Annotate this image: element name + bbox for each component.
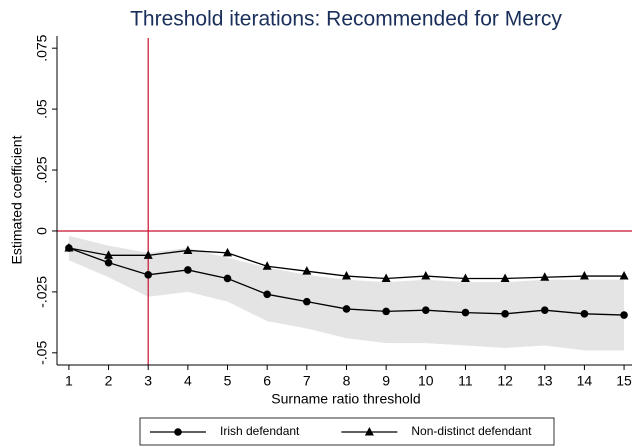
chart-title: Threshold iterations: Recommended for Me… (130, 8, 562, 31)
x-tick-label: 11 (458, 373, 473, 389)
circle-marker (303, 297, 311, 306)
triangle-marker (302, 266, 312, 275)
circle-marker (540, 306, 549, 314)
x-axis-label: Surname ratio threshold (271, 391, 420, 407)
triangle-marker (364, 427, 374, 436)
confidence-band (68, 235, 625, 351)
triangle-marker (540, 272, 550, 281)
y-tick-label: .025 (34, 156, 50, 183)
x-tick-label: 13 (537, 373, 553, 389)
circle-marker (620, 311, 628, 319)
circle-marker (223, 274, 232, 283)
x-tick-label: 5 (224, 373, 232, 389)
y-axis-label: Estimated coefficient (9, 135, 25, 264)
triangle-marker (143, 250, 153, 259)
x-tick-label: 15 (616, 373, 632, 389)
y-tick-label: 0 (34, 227, 50, 235)
x-tick-label: 4 (184, 373, 192, 389)
x-tick-label: 1 (65, 373, 73, 389)
circle-marker (382, 307, 390, 316)
circle-marker (580, 310, 589, 318)
legend-label: Non-distinct defendant (411, 424, 532, 438)
legend: Irish defendant Non-distinct defendant (139, 417, 555, 446)
x-tick-label: 6 (263, 373, 271, 389)
circle-marker (184, 266, 192, 274)
triangle-marker (341, 271, 351, 280)
circle-marker (501, 310, 509, 318)
circle-marker (342, 305, 351, 313)
y-tick-label: .075 (34, 34, 50, 61)
y-tick-label: -.05 (34, 341, 50, 365)
x-tick-label: 7 (303, 373, 311, 389)
triangle-marker (223, 247, 233, 257)
triangle-marker (619, 271, 629, 280)
x-tick-label: 10 (418, 373, 434, 389)
circle-marker (421, 306, 430, 314)
triangle-marker (460, 273, 470, 282)
triangle-marker (262, 261, 272, 270)
triangle-marker (579, 271, 589, 280)
triangle-marker (421, 271, 431, 280)
x-tick-label: 2 (105, 373, 113, 389)
triangle-marker (381, 273, 391, 282)
x-tick-label: 3 (144, 373, 152, 389)
y-tick-label: -.025 (34, 276, 50, 308)
x-tick-label: 12 (497, 373, 513, 389)
circle-marker (263, 290, 271, 299)
legend-label: Irish defendant (220, 424, 300, 438)
circle-marker (174, 428, 182, 436)
triangle-marker (183, 245, 193, 254)
x-tick-label: 8 (343, 373, 351, 389)
circle-marker (461, 308, 470, 317)
triangle-marker (64, 243, 74, 252)
triangle-marker (104, 250, 114, 259)
triangle-marker (500, 273, 510, 282)
x-tick-label: 9 (382, 373, 390, 389)
x-tick-label: 14 (577, 373, 593, 389)
y-tick-label: .05 (34, 99, 50, 119)
circle-marker (104, 258, 113, 267)
circle-marker (144, 271, 153, 279)
